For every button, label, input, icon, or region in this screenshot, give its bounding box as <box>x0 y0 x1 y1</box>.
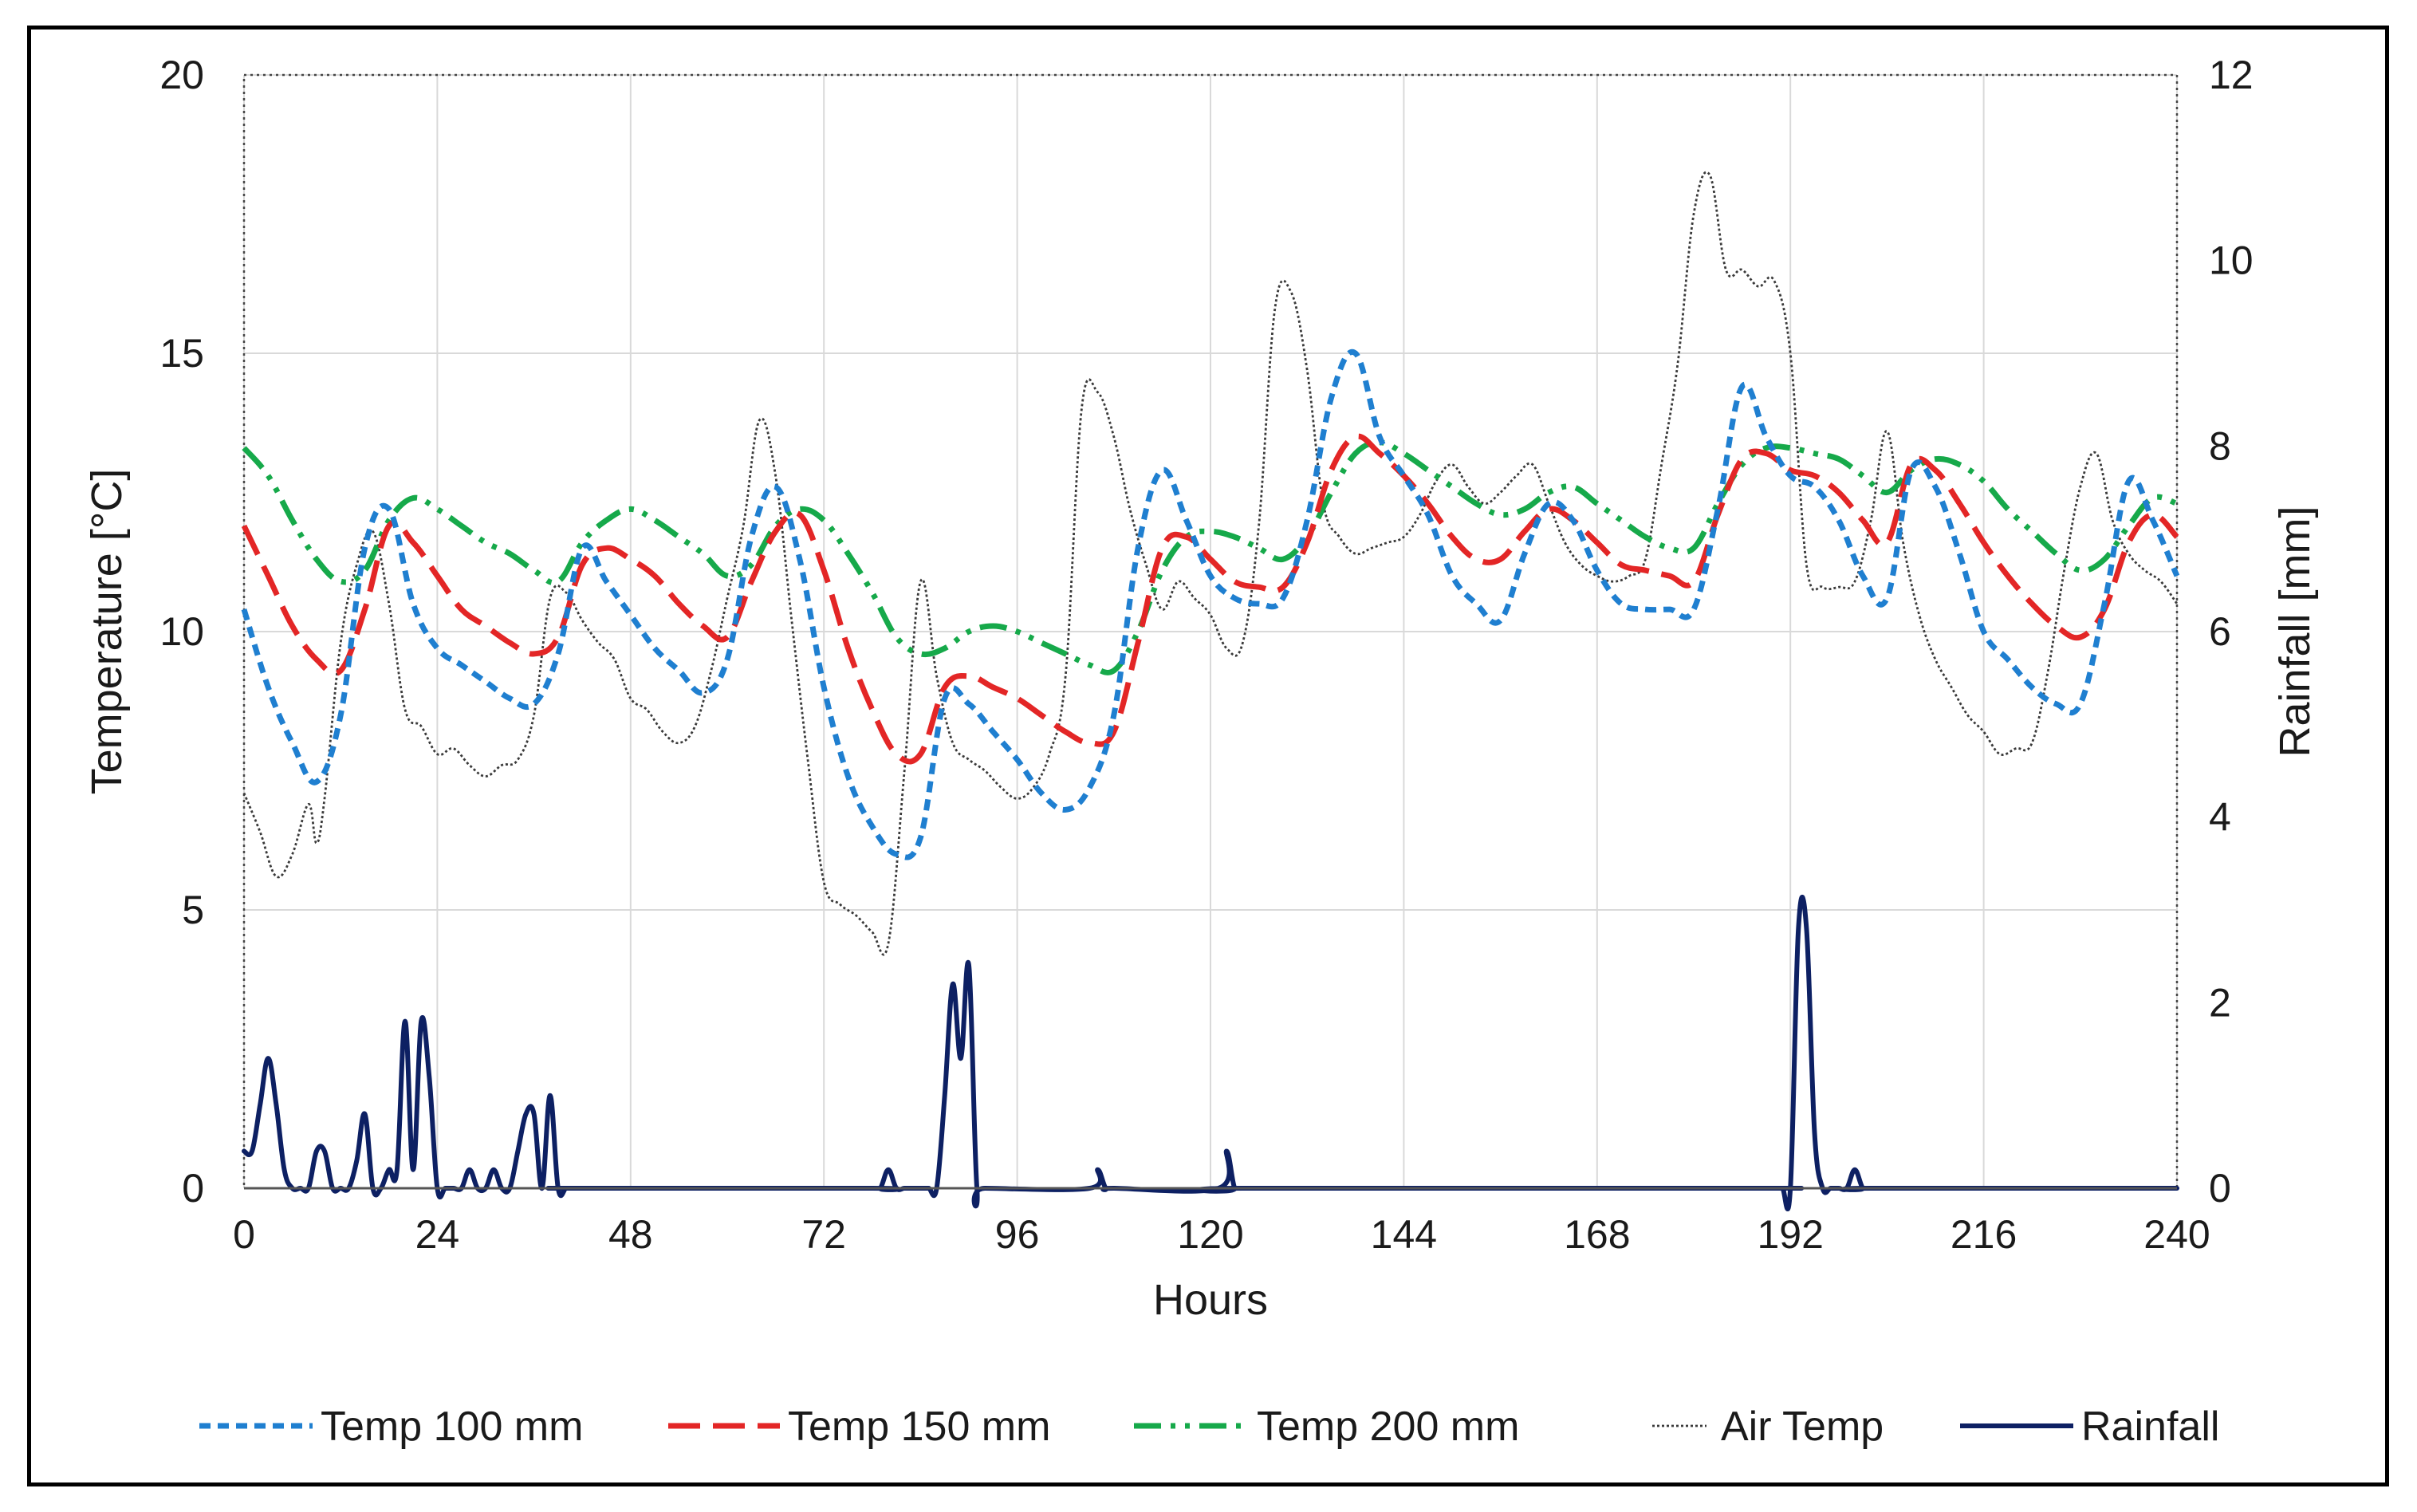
legend: Temp 100 mm Temp 150 mm Temp 200 mm Air Tem… <box>199 1404 2219 1450</box>
x-tick-label: 120 <box>1177 1212 1243 1257</box>
y-right-tick-label: 6 <box>2209 609 2231 654</box>
chart-frame <box>27 26 2389 1486</box>
y-right-tick-label: 8 <box>2209 423 2231 468</box>
y-right-tick-label: 4 <box>2209 795 2231 840</box>
y-axis-left-title: Temperature [°C] <box>83 469 131 795</box>
x-tick-label: 168 <box>1564 1212 1630 1257</box>
y-left-tick-label: 0 <box>182 1166 204 1211</box>
series-line-temp-100-mm <box>241 348 2180 860</box>
y-left-tick-label: 5 <box>182 888 204 932</box>
x-axis-title: Hours <box>1153 1276 1268 1324</box>
x-tick-label: 192 <box>1757 1212 1823 1257</box>
x-tick-label: 24 <box>415 1212 460 1257</box>
series-line-air-temp <box>242 171 2179 956</box>
x-tick-label: 216 <box>1951 1212 2017 1257</box>
x-tick-label: 144 <box>1371 1212 1437 1257</box>
legend-label-temp-150-mm: Temp 150 mm <box>788 1404 1050 1450</box>
legend-label-rainfall: Rainfall <box>2081 1404 2219 1450</box>
axes: 0 24 48 72 96 120 144 168 192 216 2400510152002468… <box>159 53 2253 1257</box>
x-tick-label: 0 <box>233 1212 255 1257</box>
legend-label-air-temp: Air Temp <box>1721 1404 1884 1450</box>
x-tick-label: 48 <box>608 1212 653 1257</box>
grid-lines <box>243 74 2178 1189</box>
legend-label-temp-100-mm: Temp 100 mm <box>321 1404 583 1450</box>
y-left-tick-label: 10 <box>159 609 204 654</box>
y-right-tick-label: 2 <box>2209 980 2231 1025</box>
x-tick-label: 96 <box>995 1212 1040 1257</box>
series-line-temp-200-mm <box>242 439 2179 675</box>
y-axis-right-title: Rainfall [mm] <box>2271 506 2319 757</box>
y-right-tick-label: 12 <box>2209 53 2254 97</box>
y-left-tick-label: 20 <box>159 53 204 97</box>
x-tick-label: 240 <box>2143 1212 2210 1257</box>
x-tick-label: 72 <box>801 1212 846 1257</box>
legend-label-temp-200-mm: Temp 200 mm <box>1257 1404 1519 1450</box>
y-right-tick-label: 10 <box>2209 238 2254 283</box>
y-right-tick-label: 0 <box>2209 1166 2231 1211</box>
y-left-tick-label: 15 <box>159 331 204 376</box>
